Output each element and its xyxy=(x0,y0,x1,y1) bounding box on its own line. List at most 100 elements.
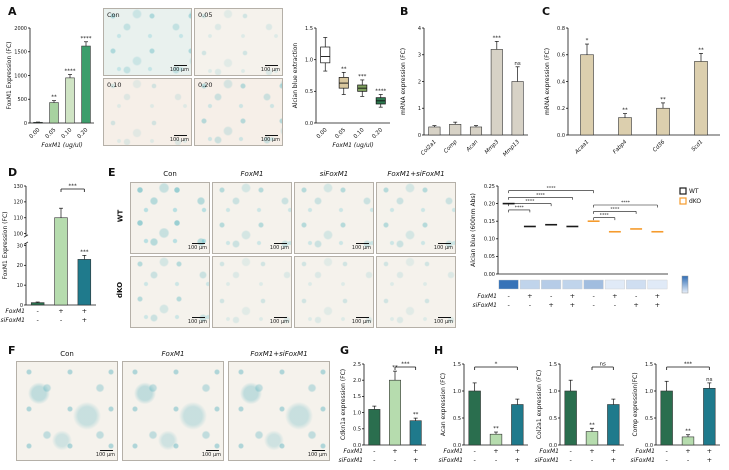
micrograph-f-con: 100 μm xyxy=(16,361,118,461)
svg-text:****: **** xyxy=(547,186,557,192)
panel-g-bar-chart: 0.0 0.5 1.0 1.5 2.0 2.5 Cdkn1a expression (FC)… xyxy=(339,362,426,464)
svg-text:0.0: 0.0 xyxy=(549,443,557,449)
micrograph-label: 0.10 xyxy=(107,81,122,89)
svg-text:2000: 2000 xyxy=(14,26,27,32)
svg-text:FoxM1: FoxM1 xyxy=(635,448,655,455)
svg-text:+: + xyxy=(548,301,553,309)
svg-text:+: + xyxy=(611,447,616,455)
svg-text:FoxM1 Expression (FC): FoxM1 Expression (FC) xyxy=(6,42,13,110)
panel-a-box-plot: 0.0 0.5 1.0 1.5 Alcian blue extraction FoxM1 … xyxy=(292,26,390,149)
scale-bar xyxy=(206,450,219,451)
svg-text:Acaa1: Acaa1 xyxy=(573,139,590,156)
svg-text:+: + xyxy=(655,301,660,309)
svg-text:Comp expression(FC): Comp expression(FC) xyxy=(632,372,639,436)
micrograph-a-020: 0.20 100 μm xyxy=(194,78,283,146)
scale-bar-label: 100 μm xyxy=(260,67,280,73)
svg-text:-: - xyxy=(529,301,532,309)
svg-text:1.5: 1.5 xyxy=(353,394,361,400)
svg-text:FoxM1 (ug/ul): FoxM1 (ug/ul) xyxy=(41,142,82,149)
scale-bar-label: 100 μm xyxy=(269,245,289,251)
svg-text:0.8: 0.8 xyxy=(557,26,565,32)
svg-text:+: + xyxy=(707,447,712,455)
svg-text:0.00: 0.00 xyxy=(316,127,329,140)
svg-text:-: - xyxy=(507,301,510,309)
scale-bar xyxy=(265,65,278,66)
scale-bar xyxy=(265,135,278,136)
svg-text:-: - xyxy=(36,307,39,315)
svg-text:1.0: 1.0 xyxy=(453,389,461,395)
micrograph-f-foxm1: 100 μm xyxy=(122,361,224,461)
svg-text:0.05: 0.05 xyxy=(334,127,347,140)
svg-text:-: - xyxy=(569,456,572,464)
svg-text:0.0: 0.0 xyxy=(305,121,313,127)
scale-bar xyxy=(274,243,287,244)
svg-text:*: * xyxy=(495,362,498,368)
svg-text:0.10: 0.10 xyxy=(353,127,366,140)
svg-text:1.5: 1.5 xyxy=(645,362,653,368)
svg-text:mRNA expression (FC): mRNA expression (FC) xyxy=(544,48,551,115)
svg-text:-: - xyxy=(665,447,668,455)
scale-bar-label: 100 μm xyxy=(433,245,453,251)
svg-text:Acan expression (FC): Acan expression (FC) xyxy=(440,373,447,436)
svg-text:1.0: 1.0 xyxy=(549,389,557,395)
micrograph-f-foxm1-sifoxm1: 100 μm xyxy=(228,361,330,461)
svg-text:0.10: 0.10 xyxy=(484,237,495,243)
scale-bar-label: 100 μm xyxy=(169,137,189,143)
svg-text:1: 1 xyxy=(418,106,421,112)
svg-text:+: + xyxy=(392,447,397,455)
svg-text:130: 130 xyxy=(13,184,23,190)
svg-text:0.5: 0.5 xyxy=(549,416,557,422)
scale-bar xyxy=(438,243,451,244)
svg-text:FoxM1 Expression (FC): FoxM1 Expression (FC) xyxy=(2,212,9,280)
panel-label-f: F xyxy=(8,344,16,357)
svg-text:-: - xyxy=(592,292,595,300)
scale-bar-label: 100 μm xyxy=(95,452,115,458)
panel-label-h: H xyxy=(434,344,444,357)
svg-text:0.05: 0.05 xyxy=(484,254,495,260)
svg-text:0: 0 xyxy=(24,121,27,127)
svg-text:Cd36: Cd36 xyxy=(652,139,667,154)
svg-text:siFoxM1: siFoxM1 xyxy=(439,457,463,464)
svg-text:ns: ns xyxy=(514,61,520,67)
panel-h-comp-chart: 0.0 0.5 1.0 1.5 Comp expression(FC) ** ns FoxM1… xyxy=(631,362,720,464)
svg-text:0.0: 0.0 xyxy=(557,133,565,139)
svg-text:dKO: dKO xyxy=(689,198,701,205)
svg-text:FoxM1 (ug/ul): FoxM1 (ug/ul) xyxy=(332,142,373,149)
svg-text:****: **** xyxy=(81,36,92,42)
svg-text:0.5: 0.5 xyxy=(453,416,461,422)
svg-text:Mmp3: Mmp3 xyxy=(484,139,501,156)
panel-label-b: B xyxy=(400,5,409,18)
micrograph-e-wt-foxm1-sifoxm1: 100 μm xyxy=(376,182,456,254)
svg-text:mRNA expression (FC): mRNA expression (FC) xyxy=(400,48,407,115)
svg-text:1.0: 1.0 xyxy=(305,57,313,63)
svg-text:***: *** xyxy=(684,362,693,368)
svg-text:FoxM1: FoxM1 xyxy=(477,293,497,300)
e-col-header-foxm1: FoxM1 xyxy=(240,170,264,178)
svg-text:ns: ns xyxy=(706,377,712,383)
svg-text:****: **** xyxy=(610,206,620,212)
svg-text:Col2a1: Col2a1 xyxy=(420,139,438,157)
svg-text:****: **** xyxy=(65,69,76,75)
scale-bar xyxy=(174,65,187,66)
micrograph-e-wt-foxm1: 100 μm xyxy=(212,182,292,254)
svg-text:-: - xyxy=(635,292,638,300)
panel-a-bar-chart: 0 500 1000 1500 2000 FoxM1 Expression (FC) Fox… xyxy=(6,26,94,149)
svg-text:1500: 1500 xyxy=(14,50,27,56)
svg-text:0.20: 0.20 xyxy=(484,201,495,207)
svg-text:1000: 1000 xyxy=(14,73,27,79)
micrograph-e-wt-sifoxm1: 100 μm xyxy=(294,182,374,254)
svg-text:3: 3 xyxy=(418,53,421,59)
svg-text:-: - xyxy=(373,447,376,455)
scale-bar xyxy=(100,450,113,451)
svg-text:+: + xyxy=(707,456,712,464)
svg-text:WT: WT xyxy=(689,188,699,195)
e-col-header-con: Con xyxy=(163,170,177,178)
micrograph-a-010: 0.10 100 μm xyxy=(103,78,192,146)
svg-text:-: - xyxy=(36,316,39,324)
svg-text:0.4: 0.4 xyxy=(557,79,565,85)
svg-text:**: ** xyxy=(685,429,691,435)
svg-text:-: - xyxy=(550,292,553,300)
micrograph-a-005: 0.05 100 μm xyxy=(194,8,283,76)
svg-text:-: - xyxy=(591,456,594,464)
